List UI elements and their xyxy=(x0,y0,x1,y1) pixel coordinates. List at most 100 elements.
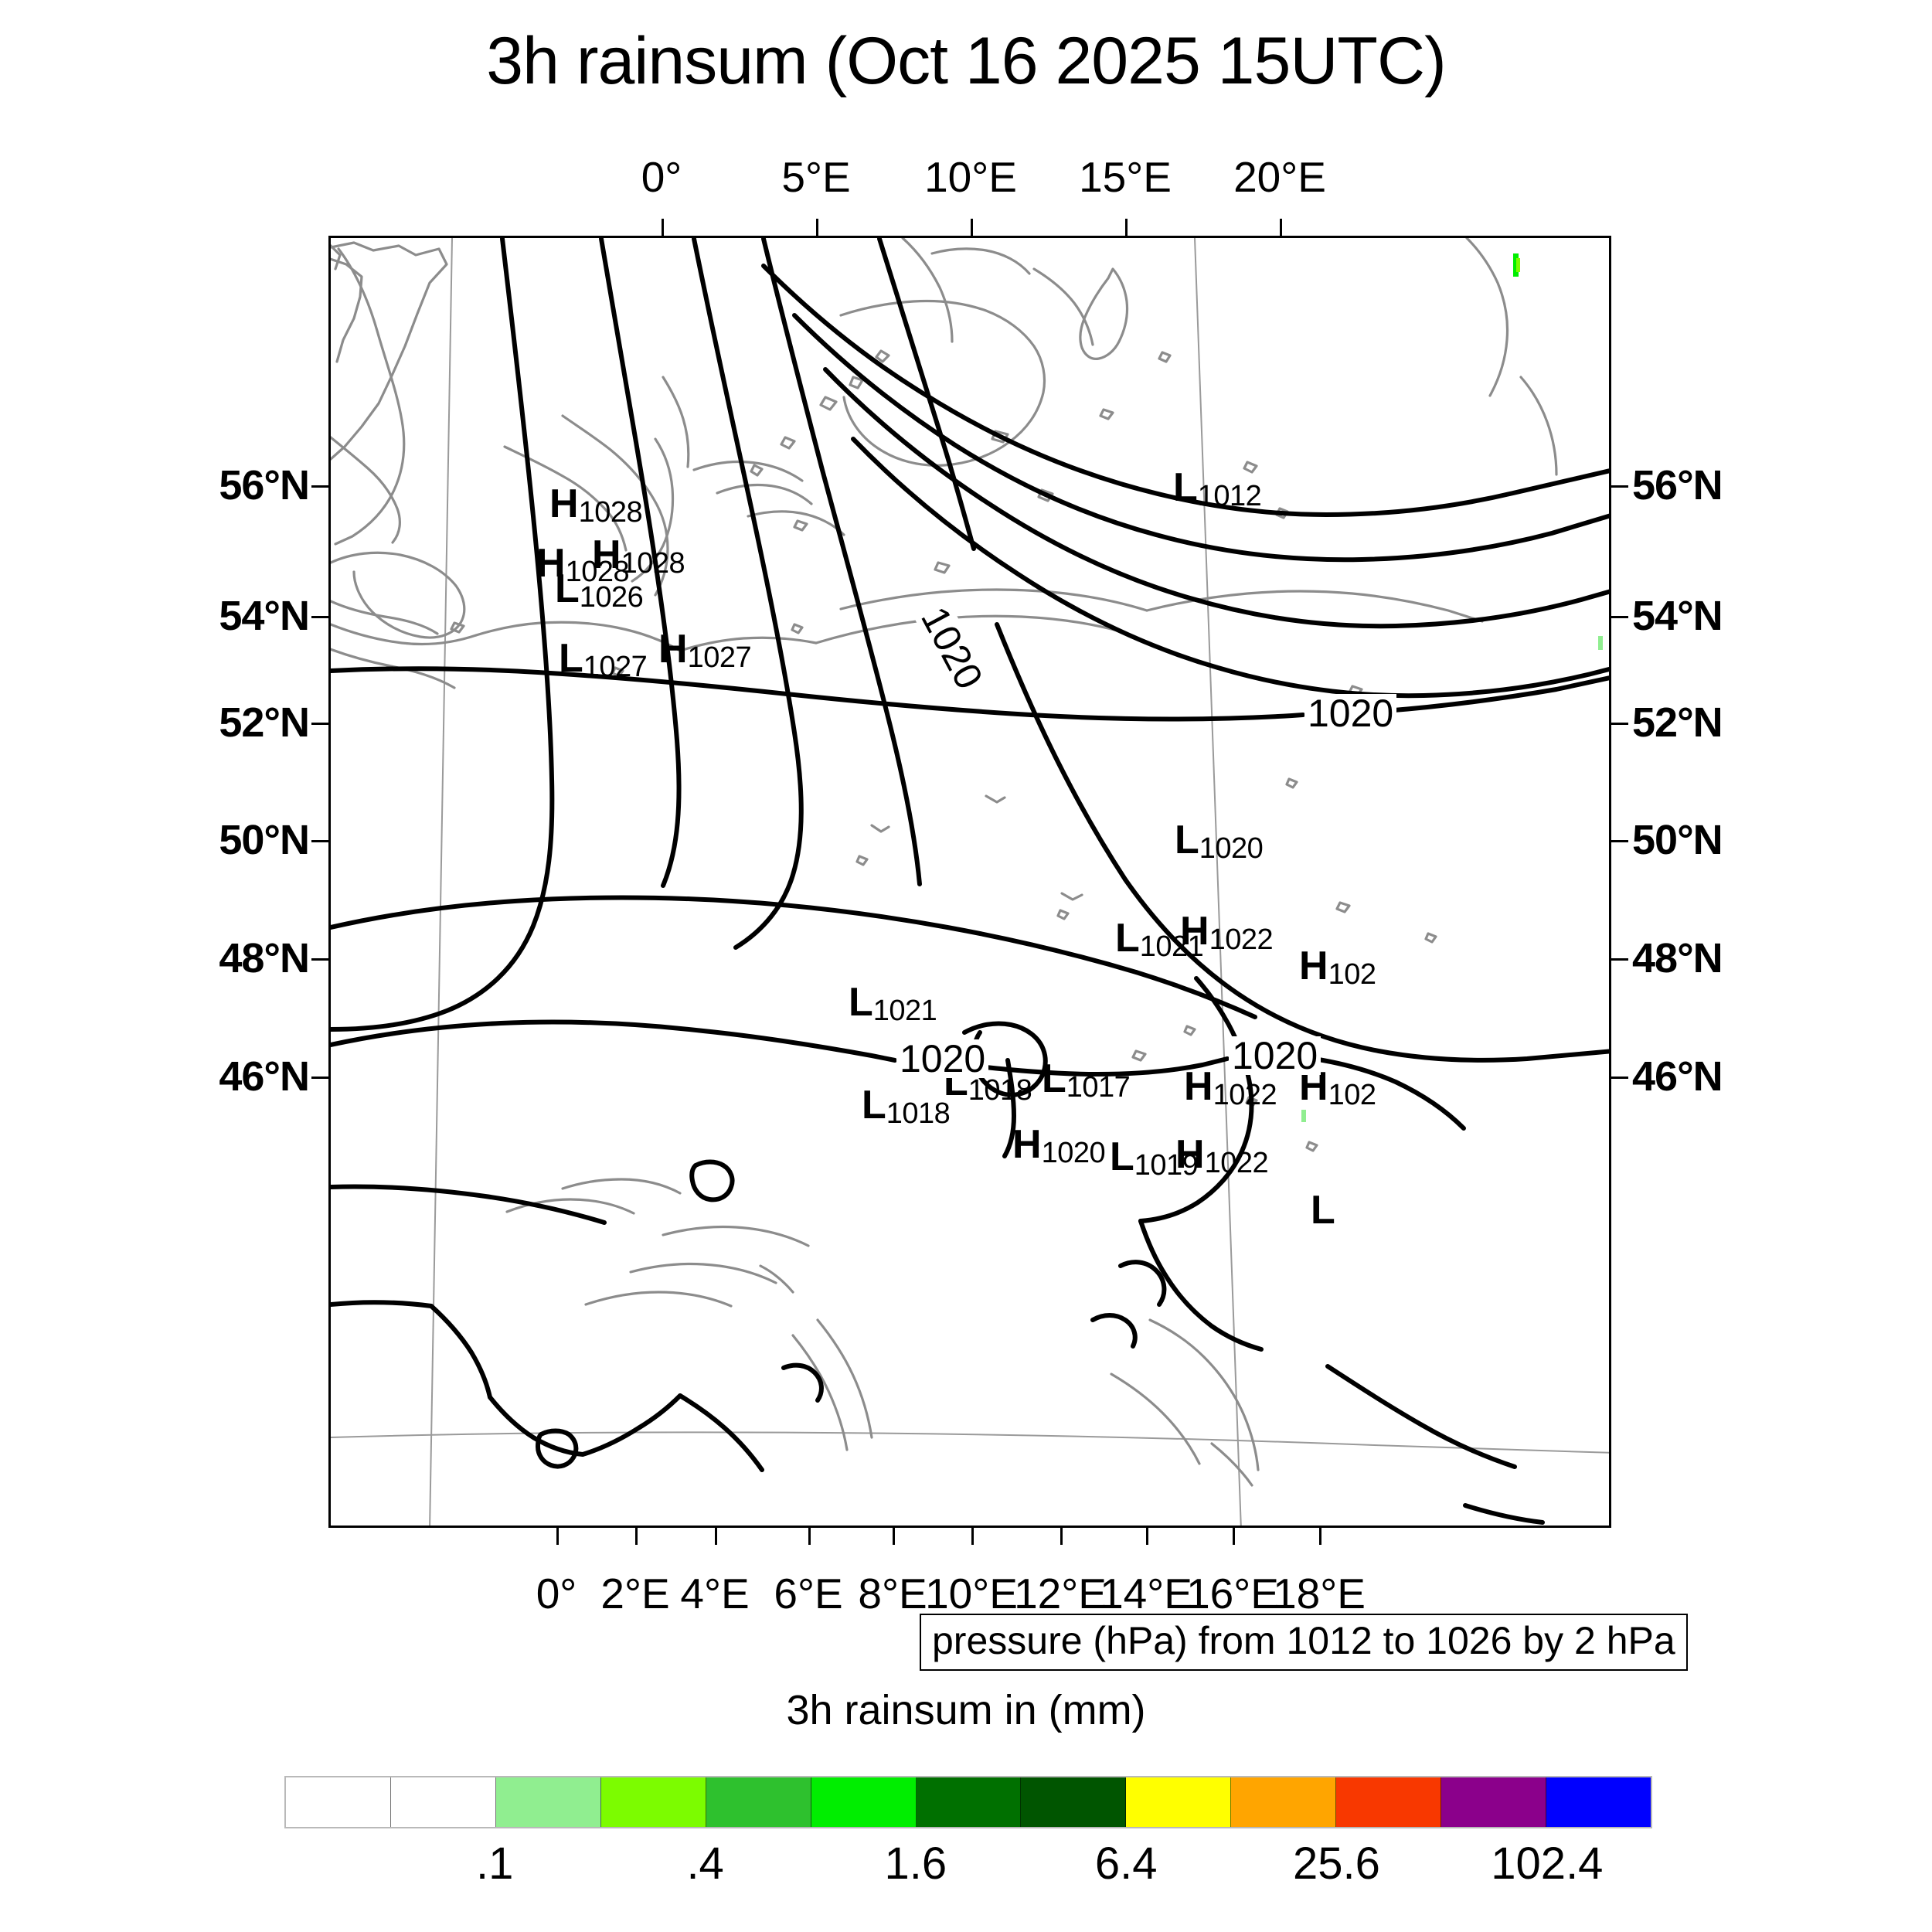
colorbar-swatch[interactable] xyxy=(286,1777,391,1827)
pressure-extremum-marker: L1021 xyxy=(849,980,937,1027)
colorbar-swatch[interactable] xyxy=(1441,1777,1547,1827)
colorbar-tick-label: .1 xyxy=(476,1838,514,1889)
lon-tick-mark-top xyxy=(662,219,664,236)
lon-tick-label-bottom: 10°E xyxy=(925,1570,1018,1617)
colorbar-swatch[interactable] xyxy=(1021,1777,1127,1827)
lat-tick-mark-left xyxy=(311,958,328,961)
contour-label-1020: 1020 xyxy=(896,1039,989,1078)
lon-tick-label-bottom: 14°E xyxy=(1100,1570,1192,1617)
lat-tick-label-left: 54°N xyxy=(219,593,310,639)
lon-tick-label-bottom: 2°E xyxy=(600,1570,670,1617)
lat-tick-mark-right xyxy=(1611,840,1628,842)
lon-tick-label-bottom: 6°E xyxy=(774,1570,843,1617)
colorbar-tick-label: 6.4 xyxy=(1094,1838,1158,1889)
lon-tick-mark-top xyxy=(971,219,973,236)
lat-tick-label-right: 50°N xyxy=(1632,817,1723,863)
pressure-extremum-marker: L1027 xyxy=(559,636,648,683)
lon-tick-label-top: 20°E xyxy=(1233,153,1326,201)
colorbar-tick-label: 1.6 xyxy=(884,1838,947,1889)
lon-tick-mark-bottom xyxy=(1060,1528,1063,1545)
lon-tick-label-bottom: 8°E xyxy=(858,1570,927,1617)
pressure-extremum-marker: L1019 xyxy=(1110,1134,1199,1182)
pressure-extremum-marker: H1028 xyxy=(592,532,685,580)
pressure-extremum-marker: H102 xyxy=(1299,944,1376,991)
lat-tick-mark-left xyxy=(311,1077,328,1079)
pressure-extremum-marker: H1028 xyxy=(536,541,630,588)
graticule xyxy=(331,238,1609,1526)
colorbar-tick-label: 102.4 xyxy=(1491,1838,1604,1889)
lat-tick-label-right: 48°N xyxy=(1632,935,1723,981)
lon-tick-label-bottom: 4°E xyxy=(680,1570,750,1617)
lon-tick-mark-bottom xyxy=(893,1528,895,1545)
lat-tick-mark-left xyxy=(311,616,328,618)
precipitation-colorbar[interactable] xyxy=(284,1776,1652,1828)
pressure-extremum-marker: L xyxy=(1311,1188,1335,1233)
weather-map-panel[interactable]: H1028 H1028 H1028 L1026 H1027 L1027 L101… xyxy=(328,236,1611,1528)
colorbar-tick-label: 25.6 xyxy=(1293,1838,1380,1889)
coastlines xyxy=(331,238,1558,1487)
lon-tick-mark-top xyxy=(816,219,818,236)
lat-tick-label-left: 52°N xyxy=(219,699,310,746)
pressure-extremum-marker: L1021 xyxy=(1115,916,1204,963)
lon-tick-mark-bottom xyxy=(971,1528,974,1545)
pressure-extremum-marker: L1026 xyxy=(555,566,644,614)
lon-tick-label-top: 10°E xyxy=(924,153,1017,201)
pressure-extremum-marker: H1022 xyxy=(1184,1064,1277,1111)
lon-tick-mark-bottom xyxy=(1319,1528,1321,1545)
lat-tick-label-left: 48°N xyxy=(219,935,310,981)
lat-tick-mark-right xyxy=(1611,1077,1628,1079)
lat-tick-label-left: 56°N xyxy=(219,462,310,509)
colorbar-swatch[interactable] xyxy=(390,1777,496,1827)
lon-tick-label-bottom: 12°E xyxy=(1014,1570,1107,1617)
page-title: 3h rainsum (Oct 16 2025 15UTC) xyxy=(486,24,1446,98)
lon-tick-label-top: 15°E xyxy=(1079,153,1172,201)
colorbar-swatch[interactable] xyxy=(1546,1777,1651,1827)
lon-tick-mark-bottom xyxy=(635,1528,638,1545)
lon-tick-mark-top xyxy=(1280,219,1282,236)
colorbar-swatch[interactable] xyxy=(600,1777,706,1827)
lon-tick-label-bottom: 16°E xyxy=(1186,1570,1279,1617)
colorbar-swatch[interactable] xyxy=(1126,1777,1232,1827)
pressure-contours xyxy=(331,238,1609,1525)
lat-tick-mark-left xyxy=(311,840,328,842)
pressure-extremum-marker: H1020 xyxy=(1012,1122,1106,1169)
lat-tick-mark-right xyxy=(1611,958,1628,961)
lat-tick-label-right: 46°N xyxy=(1632,1053,1723,1100)
map-canvas xyxy=(331,238,1609,1526)
colorbar-tick-labels: .1 .4 1.6 6.4 25.6 102.4 xyxy=(284,1838,1652,1900)
pressure-extremum-marker: H1027 xyxy=(658,627,752,674)
pressure-extremum-marker: H1022 xyxy=(1180,909,1274,956)
colorbar-swatch[interactable] xyxy=(811,1777,917,1827)
lat-tick-label-right: 56°N xyxy=(1632,462,1723,509)
pressure-extremum-marker: H1028 xyxy=(549,481,643,529)
lat-tick-mark-left xyxy=(311,485,328,488)
colorbar-swatch[interactable] xyxy=(1336,1777,1442,1827)
lon-tick-mark-bottom xyxy=(556,1528,559,1545)
lon-tick-label-bottom: 0° xyxy=(536,1570,577,1617)
colorbar-swatch[interactable] xyxy=(706,1777,811,1827)
colorbar-swatch[interactable] xyxy=(916,1777,1022,1827)
lat-tick-label-left: 46°N xyxy=(219,1053,310,1100)
lon-tick-mark-bottom xyxy=(1146,1528,1148,1545)
lat-tick-label-right: 54°N xyxy=(1632,593,1723,639)
lat-tick-label-left: 50°N xyxy=(219,817,310,863)
colorbar-swatch[interactable] xyxy=(495,1777,601,1827)
lat-tick-mark-right xyxy=(1611,485,1628,488)
pressure-extremum-marker: L1017 xyxy=(1042,1056,1131,1104)
pressure-extremum-marker: H1022 xyxy=(1175,1132,1269,1179)
lon-tick-mark-bottom xyxy=(715,1528,717,1545)
lon-tick-mark-bottom xyxy=(1233,1528,1235,1545)
lat-tick-mark-right xyxy=(1611,723,1628,725)
lat-tick-mark-left xyxy=(311,723,328,725)
colorbar-title: 3h rainsum in (mm) xyxy=(786,1687,1146,1733)
pressure-extremum-marker: L1012 xyxy=(1173,465,1262,512)
colorbar-tick-label: .4 xyxy=(686,1838,724,1889)
colorbar-swatch[interactable] xyxy=(1231,1777,1337,1827)
lon-tick-label-bottom: 18°E xyxy=(1273,1570,1366,1617)
lat-tick-label-right: 52°N xyxy=(1632,699,1723,746)
contour-label-1020: 1020 xyxy=(1229,1036,1321,1075)
pressure-extremum-marker: L1018 xyxy=(862,1083,951,1130)
pressure-extremum-marker: L1020 xyxy=(1175,818,1264,865)
lon-tick-label-top: 0° xyxy=(641,153,682,201)
lon-tick-label-top: 5°E xyxy=(781,153,851,201)
